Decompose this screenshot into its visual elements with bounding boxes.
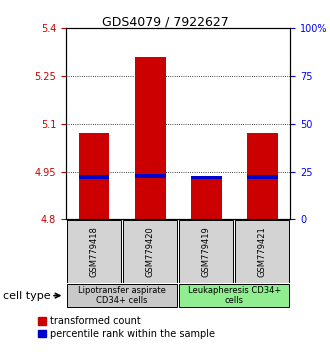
Bar (191, 176, 222, 179)
Text: GSM779420: GSM779420 (146, 226, 155, 277)
Bar (79, 133, 110, 219)
FancyBboxPatch shape (179, 284, 289, 308)
Bar (247, 133, 278, 219)
Text: GSM779421: GSM779421 (258, 226, 267, 277)
Bar (247, 175, 278, 179)
Legend: transformed count, percentile rank within the sample: transformed count, percentile rank withi… (38, 316, 214, 339)
Text: Leukapheresis CD34+
cells: Leukapheresis CD34+ cells (188, 286, 281, 305)
Bar (79, 175, 110, 179)
FancyBboxPatch shape (123, 220, 177, 282)
Bar (191, 178, 222, 219)
Text: GSM779419: GSM779419 (202, 226, 211, 277)
Text: Lipotransfer aspirate
CD34+ cells: Lipotransfer aspirate CD34+ cells (78, 286, 166, 305)
Text: GSM779418: GSM779418 (89, 226, 99, 277)
Bar (135, 174, 166, 178)
FancyBboxPatch shape (179, 220, 233, 282)
Text: GDS4079 / 7922627: GDS4079 / 7922627 (102, 16, 228, 29)
Text: cell type: cell type (3, 291, 51, 301)
FancyBboxPatch shape (235, 220, 289, 282)
Bar (135, 57, 166, 219)
FancyBboxPatch shape (67, 220, 121, 282)
FancyBboxPatch shape (67, 284, 177, 308)
